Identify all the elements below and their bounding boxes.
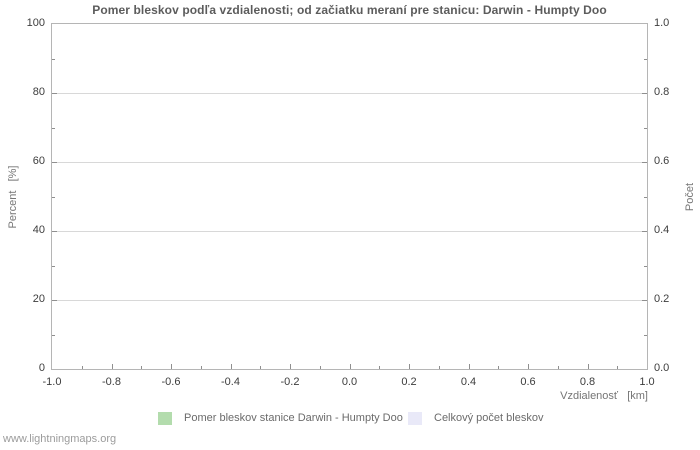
- x-tick: [290, 364, 291, 369]
- y-axis-label-left: Percent [%]: [7, 165, 19, 229]
- y-tick-right: [644, 265, 647, 267]
- x-tick: [111, 364, 113, 369]
- y-tick-label-right: 0.6: [654, 155, 670, 167]
- watermark: www.lightningmaps.org: [3, 433, 117, 445]
- x-axis-label: Vzdialenosť [km]: [560, 390, 648, 402]
- y-tick-left: [52, 162, 57, 163]
- x-tick-label: 0.2: [401, 376, 417, 388]
- gridline-y-20: [52, 300, 647, 301]
- y-tick-left: [52, 265, 55, 267]
- x-tick: [200, 366, 202, 369]
- x-tick: [141, 366, 143, 369]
- y-tick-left: [52, 334, 55, 336]
- x-tick-label: -0.2: [280, 376, 300, 388]
- legend-swatch-ratio: [158, 411, 172, 425]
- y-axis-label-right: Počet: [684, 182, 696, 212]
- gridline-y-60: [52, 162, 647, 163]
- y-tick-label-right: 0.8: [654, 86, 670, 98]
- x-tick-label: -0.6: [161, 376, 181, 388]
- y-tick-left: [52, 93, 57, 94]
- y-tick-right: [642, 162, 647, 163]
- y-tick-right: [644, 127, 647, 129]
- y-tick-label-left: 60: [32, 155, 45, 167]
- x-tick: [617, 366, 619, 369]
- y-tick-label-right: 0.2: [654, 293, 670, 305]
- y-tick-label-right: 0.0: [654, 362, 670, 374]
- legend-item-ratio: Pomer bleskov stanice Darwin - Humpty Do…: [158, 410, 403, 426]
- gridline-y-80: [52, 93, 647, 94]
- x-tick-label: 0.4: [460, 376, 477, 388]
- y-tick-left: [52, 196, 55, 198]
- x-tick: [260, 366, 262, 369]
- legend-label-ratio: Pomer bleskov stanice Darwin - Humpty Do…: [184, 412, 403, 424]
- x-tick: [230, 364, 232, 369]
- x-tick-label: 1.0: [639, 376, 655, 388]
- y-tick-left: [52, 58, 55, 60]
- x-tick: [587, 364, 589, 369]
- x-tick-label: -1.0: [42, 376, 62, 388]
- y-tick-label-right: 0.4: [654, 224, 670, 236]
- y-tick-right: [642, 300, 647, 301]
- x-tick-label: 0.6: [520, 376, 536, 388]
- y-tick-label-left: 0: [38, 362, 45, 374]
- plot-area: 0 0.0 20 0.2 40 0.4 60 0.6 80 0.8 100 1.0 -1.0 -0.8 -0…: [27, 17, 670, 388]
- y-tick-right: [642, 93, 647, 94]
- chart-legend: Pomer bleskov stanice Darwin - Humpty Do…: [0, 410, 700, 430]
- x-tick: [498, 366, 500, 369]
- x-tick: [438, 366, 440, 369]
- gridline-y-40: [52, 231, 647, 232]
- y-tick-right: [644, 334, 647, 336]
- legend-item-total: Celkový počet bleskov: [408, 410, 543, 426]
- y-tick-left: [52, 300, 57, 301]
- x-tick: [379, 366, 381, 369]
- x-tick: [171, 364, 172, 369]
- x-tick-label: 0.0: [341, 376, 358, 388]
- y-tick-left: [52, 127, 55, 129]
- y-tick-label-left: 40: [32, 224, 45, 236]
- x-tick: [528, 364, 529, 369]
- y-tick-label-right: 1.0: [654, 17, 670, 29]
- y-tick-right: [642, 231, 647, 232]
- x-tick: [319, 366, 321, 369]
- x-tick: [409, 364, 410, 369]
- chart-title: Pomer bleskov podľa vzdialenosti; od zač…: [92, 3, 607, 17]
- legend-swatch-total: [408, 411, 422, 425]
- y-tick-label-left: 20: [32, 293, 45, 305]
- x-tick: [349, 364, 351, 369]
- x-tick-label: 0.8: [579, 376, 596, 388]
- x-tick: [81, 366, 83, 369]
- legend-label-total: Celkový počet bleskov: [434, 412, 544, 424]
- y-tick-label-left: 100: [26, 17, 45, 29]
- y-tick-left: [52, 231, 57, 232]
- x-tick-label: -0.4: [221, 376, 240, 388]
- y-tick-right: [644, 196, 647, 198]
- x-tick: [557, 366, 559, 369]
- x-tick: [468, 364, 470, 369]
- y-tick-right: [644, 58, 647, 60]
- y-tick-label-left: 80: [32, 86, 45, 98]
- x-tick-label: -0.8: [102, 376, 121, 388]
